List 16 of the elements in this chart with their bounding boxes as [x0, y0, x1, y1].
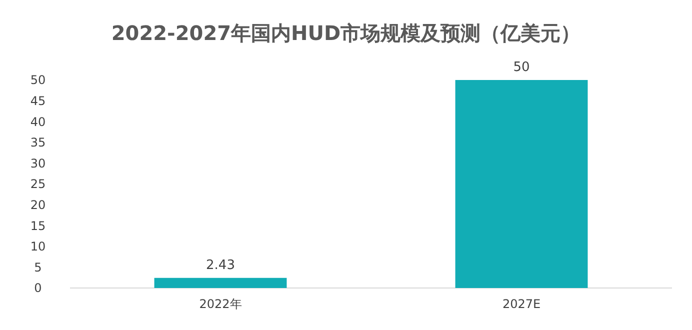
- y-tick-label: 40: [30, 114, 46, 129]
- data-label: 50: [513, 60, 530, 75]
- x-tick-label: 2022年: [199, 297, 242, 311]
- y-tick-label: 0: [34, 281, 42, 296]
- chart-title: 2022-2027年国内HUD市场规模及预测（亿美元）: [111, 21, 581, 45]
- y-tick-label: 45: [30, 94, 46, 108]
- y-tick-label: 25: [30, 177, 46, 192]
- y-tick-label: 35: [30, 136, 46, 150]
- y-tick-label: 15: [30, 218, 46, 233]
- y-tick-label: 20: [30, 198, 46, 212]
- data-label: 2.43: [206, 258, 235, 273]
- y-tick-label: 10: [30, 240, 46, 254]
- y-tick-label: 30: [30, 156, 46, 170]
- x-tick-label: 2027E: [502, 297, 541, 311]
- y-tick-label: 5: [34, 260, 42, 274]
- y-tick-label: 50: [30, 73, 46, 88]
